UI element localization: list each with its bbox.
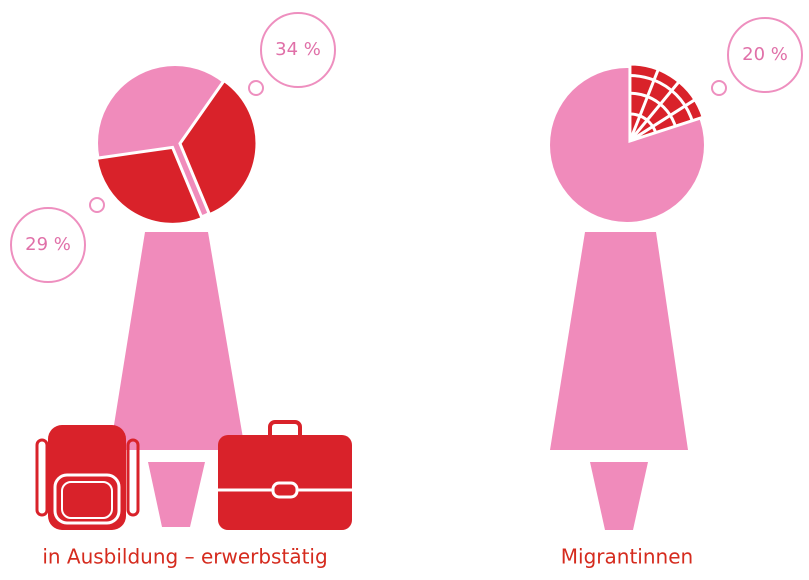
bubble-dot xyxy=(249,81,263,95)
value-label: 29 % xyxy=(25,234,71,255)
value-label: 34 % xyxy=(275,39,321,60)
caption: in Ausbildung – erwerbstätig xyxy=(42,545,327,569)
bubble-dot xyxy=(712,81,726,95)
body xyxy=(550,232,688,450)
infographic: 34 % 29 % in Ausbildung – erwerbstätig 20 %… xyxy=(0,0,809,580)
value-label: 20 % xyxy=(742,44,788,65)
caption: Migrantinnen xyxy=(561,545,693,569)
backpack xyxy=(37,425,138,530)
leg xyxy=(148,462,205,527)
briefcase xyxy=(218,422,352,530)
bubble-dot xyxy=(90,198,104,212)
leg xyxy=(590,462,648,530)
body xyxy=(110,232,245,450)
